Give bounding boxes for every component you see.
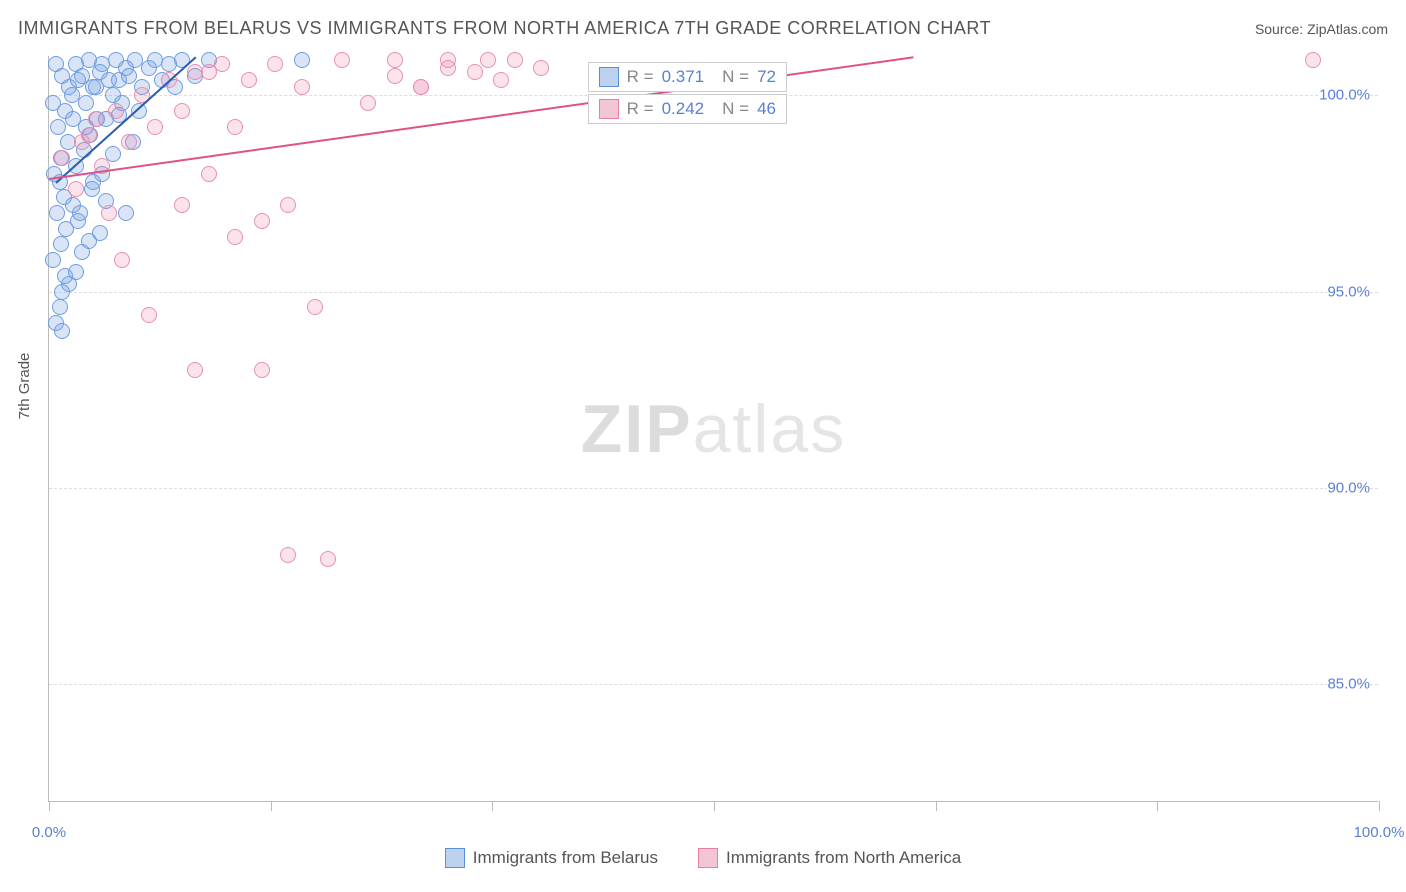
stat-r-value: 0.371: [662, 67, 705, 87]
scatter-point: [201, 166, 217, 182]
scatter-point: [141, 307, 157, 323]
legend-label: Immigrants from Belarus: [473, 848, 658, 868]
scatter-point: [101, 205, 117, 221]
gridline: [49, 292, 1378, 293]
scatter-point: [280, 547, 296, 563]
x-tick: [1379, 801, 1380, 811]
scatter-point: [227, 119, 243, 135]
legend-label: Immigrants from North America: [726, 848, 961, 868]
scatter-point: [267, 56, 283, 72]
watermark: ZIPatlas: [581, 390, 846, 468]
scatter-point: [49, 205, 65, 221]
y-axis-label: 7th Grade: [16, 353, 33, 420]
series-swatch: [599, 99, 619, 119]
scatter-point: [467, 64, 483, 80]
scatter-point: [174, 197, 190, 213]
scatter-point: [58, 221, 74, 237]
legend: Immigrants from Belarus Immigrants from N…: [0, 848, 1406, 868]
scatter-point: [493, 72, 509, 88]
y-tick-label: 100.0%: [1319, 87, 1370, 104]
y-tick-label: 85.0%: [1327, 676, 1370, 693]
scatter-point: [78, 95, 94, 111]
scatter-point: [54, 150, 70, 166]
scatter-point: [74, 68, 90, 84]
scatter-point: [227, 229, 243, 245]
chart-title: IMMIGRANTS FROM BELARUS VS IMMIGRANTS FR…: [18, 18, 991, 39]
scatter-point: [88, 111, 104, 127]
x-tick: [49, 801, 50, 811]
scatter-point: [201, 64, 217, 80]
legend-swatch: [698, 848, 718, 868]
stat-n-value: 46: [757, 99, 776, 119]
legend-swatch: [445, 848, 465, 868]
scatter-point: [72, 205, 88, 221]
x-tick: [1157, 801, 1158, 811]
legend-item: Immigrants from Belarus: [445, 848, 658, 868]
stat-r-label: R =: [627, 67, 654, 87]
scatter-point: [334, 52, 350, 68]
x-tick: [271, 801, 272, 811]
scatter-point: [254, 362, 270, 378]
scatter-point: [147, 119, 163, 135]
scatter-point: [480, 52, 496, 68]
scatter-point: [280, 197, 296, 213]
stat-n-label: N =: [722, 67, 749, 87]
stat-n-label: N =: [722, 99, 749, 119]
scatter-point: [241, 72, 257, 88]
y-tick-label: 90.0%: [1327, 479, 1370, 496]
scatter-point: [85, 174, 101, 190]
scatter-point: [187, 362, 203, 378]
scatter-point: [1305, 52, 1321, 68]
stat-r-label: R =: [627, 99, 654, 119]
scatter-point: [294, 79, 310, 95]
scatter-point: [101, 72, 117, 88]
legend-item: Immigrants from North America: [698, 848, 961, 868]
scatter-point: [60, 134, 76, 150]
scatter-point: [54, 323, 70, 339]
x-tick-label: 0.0%: [32, 824, 66, 841]
scatter-point: [174, 103, 190, 119]
scatter-point: [533, 60, 549, 76]
x-tick-label: 100.0%: [1354, 824, 1405, 841]
scatter-point: [45, 95, 61, 111]
source-label: Source: ZipAtlas.com: [1255, 21, 1388, 37]
scatter-point: [387, 68, 403, 84]
stat-n-value: 72: [757, 67, 776, 87]
chart-plot-area: ZIPatlas 85.0%90.0%95.0%100.0%0.0%100.0%…: [48, 56, 1378, 802]
scatter-point: [413, 79, 429, 95]
scatter-point: [68, 181, 84, 197]
scatter-point: [108, 52, 124, 68]
scatter-point: [507, 52, 523, 68]
scatter-point: [53, 236, 69, 252]
scatter-point: [68, 264, 84, 280]
scatter-point: [114, 252, 130, 268]
series-swatch: [599, 67, 619, 87]
scatter-point: [307, 299, 323, 315]
y-tick-label: 95.0%: [1327, 283, 1370, 300]
scatter-point: [52, 299, 68, 315]
scatter-point: [45, 252, 61, 268]
scatter-point: [74, 134, 90, 150]
scatter-point: [61, 79, 77, 95]
scatter-point: [254, 213, 270, 229]
gridline: [49, 684, 1378, 685]
scatter-point: [320, 551, 336, 567]
stat-r-value: 0.242: [662, 99, 705, 119]
x-tick: [936, 801, 937, 811]
x-tick: [492, 801, 493, 811]
scatter-point: [108, 103, 124, 119]
scatter-point: [387, 52, 403, 68]
scatter-point: [50, 119, 66, 135]
scatter-point: [294, 52, 310, 68]
scatter-point: [440, 60, 456, 76]
x-tick: [714, 801, 715, 811]
scatter-point: [118, 205, 134, 221]
scatter-point: [360, 95, 376, 111]
stats-box: R = 0.242 N = 46: [588, 94, 787, 124]
stats-box: R = 0.371 N = 72: [588, 62, 787, 92]
scatter-point: [92, 225, 108, 241]
scatter-point: [121, 134, 137, 150]
gridline: [49, 488, 1378, 489]
scatter-point: [121, 68, 137, 84]
